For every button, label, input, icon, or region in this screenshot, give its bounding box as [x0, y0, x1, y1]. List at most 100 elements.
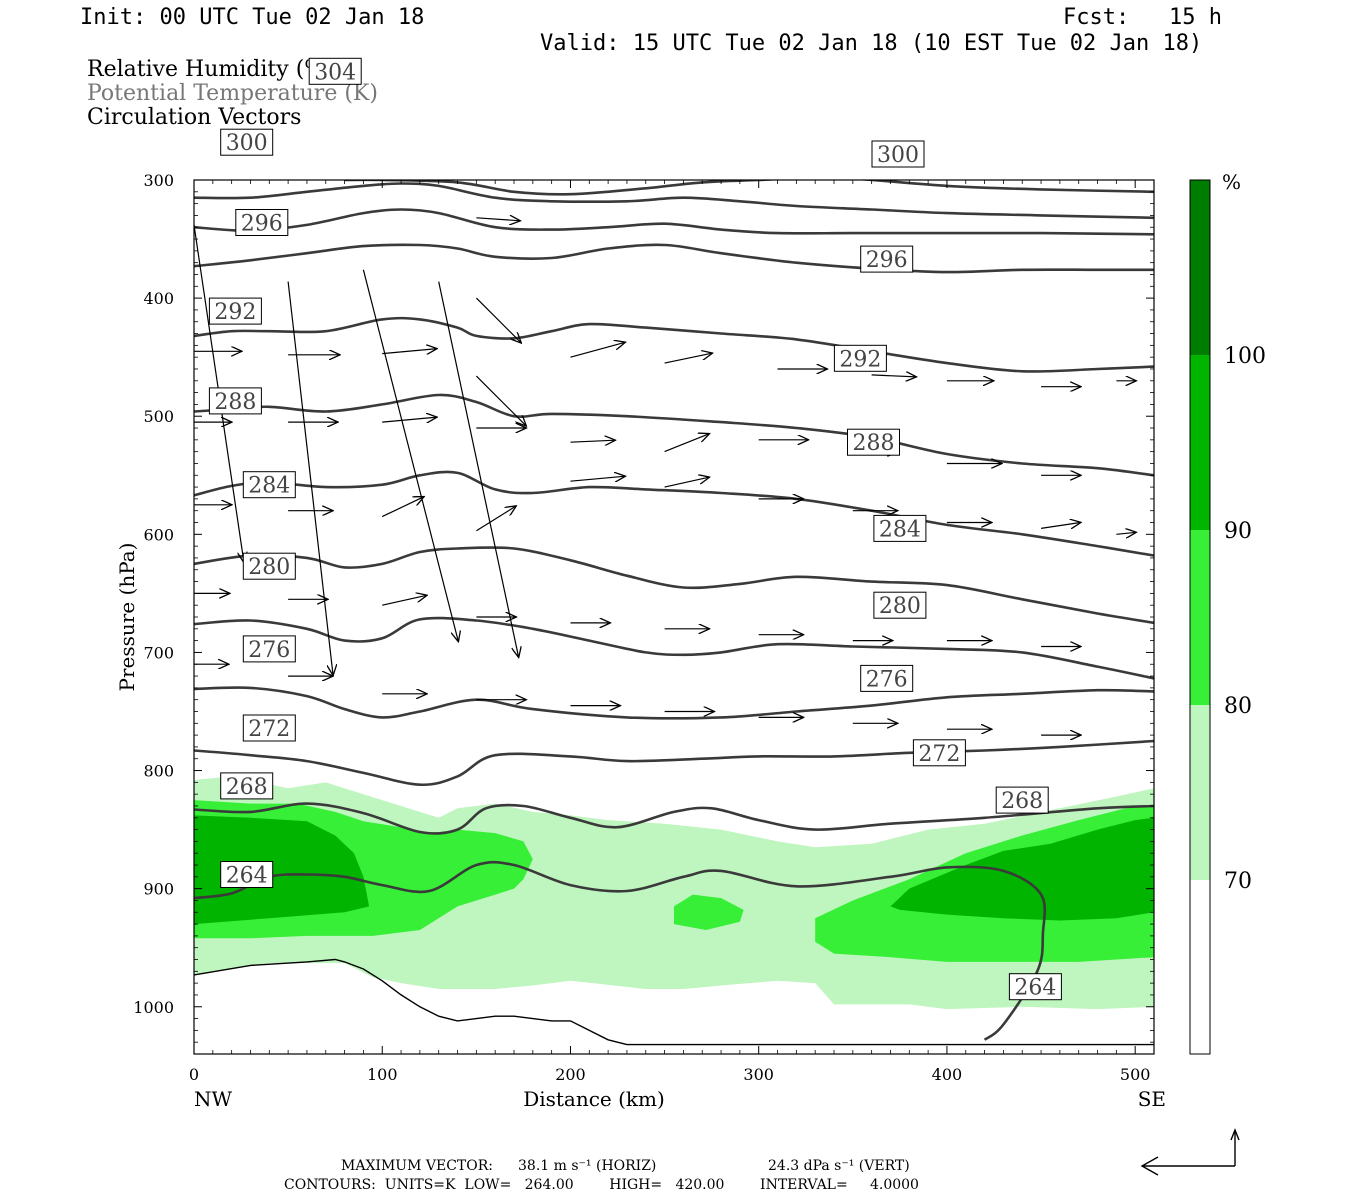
contour-label-box: [995, 786, 1049, 814]
theta-contour-284: [194, 546, 1154, 625]
contour-label: 276: [866, 667, 908, 692]
contour-label: 264: [1014, 976, 1056, 1001]
contour-label: 268: [1001, 789, 1043, 814]
axes: 300 400 500 600 700 800 900 1000 0 100 200 300 400 50…: [115, 171, 1166, 1111]
contour-label-box: [220, 128, 274, 156]
contour-label: 264: [226, 864, 268, 889]
legend-theta: Potential Temperature (K): [87, 81, 378, 106]
y-tick-label: 300: [143, 171, 174, 190]
colorbar-70: [1190, 705, 1210, 880]
contour-label: 268: [226, 775, 268, 800]
max-vector-vert: 24.3 dPa s⁻¹ (VERT): [768, 1158, 910, 1174]
circulation-vector: [570, 476, 626, 481]
x-tick-label: 300: [743, 1065, 774, 1084]
colorbar-unit: %: [1222, 170, 1241, 194]
theta-contour-264: [194, 860, 1047, 1041]
contour-label-box: [208, 387, 262, 415]
contour-label: 292: [214, 300, 256, 325]
init-time: Init: 00 UTC Tue 02 Jan 18: [80, 5, 425, 30]
circulation-vector: [1041, 522, 1081, 529]
x-tick-label: 200: [555, 1065, 586, 1084]
contour-label-box: [235, 209, 289, 236]
contour-label: 280: [879, 594, 921, 619]
colorbar-label-100: 100: [1224, 344, 1266, 369]
contour-label: 292: [839, 347, 881, 372]
theta-contour-288: [194, 470, 1154, 557]
colorbar-100: [1190, 180, 1210, 355]
theta-contour-296: [194, 316, 1154, 373]
y-tick-label: 600: [143, 525, 174, 544]
contour-label-box: [833, 344, 887, 372]
contour-label-box: [847, 428, 900, 456]
theta-contour-292: [194, 393, 1154, 477]
theta-contour-280: [194, 616, 1154, 680]
contour-label-box: [912, 739, 966, 767]
x-tick-label: 500: [1120, 1065, 1151, 1084]
colorbar-label-90: 90: [1224, 519, 1252, 544]
contour-label-box: [871, 140, 925, 168]
contours-info: CONTOURS: UNITS=K LOW= 264.00 HIGH= 420.…: [284, 1177, 919, 1193]
circulation-vector: [570, 342, 626, 358]
contour-label-box: [242, 714, 296, 742]
rh-90-region: [194, 815, 370, 925]
circulation-vector: [570, 440, 616, 442]
contour-label-box: [1008, 973, 1062, 1001]
contour-label-box: [220, 861, 274, 888]
circulation-vector: [382, 417, 437, 422]
contour-label-box: [860, 245, 914, 273]
reference-vector-icon: [1140, 1128, 1240, 1176]
colorbar-below-70: [1190, 880, 1210, 1054]
contour-label: 272: [918, 742, 960, 767]
circulation-vector: [438, 281, 519, 658]
theta-contour-unlabeled: [194, 182, 1154, 220]
circulation-vector: [476, 506, 516, 532]
contour-label: 300: [877, 143, 919, 168]
rh-80-region: [674, 894, 744, 930]
colorbar: % 100 90 80 70: [1189, 170, 1266, 1055]
circulation-vector: [664, 353, 713, 364]
circulation-vector: [382, 60, 412, 62]
y-tick-label: 700: [143, 643, 174, 662]
circulation-vector: [871, 375, 917, 377]
terrain-line: [194, 958, 1154, 1046]
valid-time: Valid: 15 UTC Tue 02 Jan 18 (10 EST Tue …: [540, 31, 1203, 56]
max-vector-horiz: 38.1 m s⁻¹ (HORIZ): [518, 1158, 657, 1174]
contour-label-box: [242, 552, 296, 580]
max-vector-label: MAXIMUM VECTOR:: [341, 1158, 493, 1174]
contour-label: 284: [879, 517, 921, 542]
contour-label-box: [208, 297, 262, 325]
endpoint-left-label: NW: [194, 1087, 233, 1111]
rh-90-region: [890, 817, 1154, 921]
y-tick-label: 500: [143, 407, 174, 426]
contour-label: 284: [248, 474, 290, 499]
y-tick-label: 1000: [133, 998, 174, 1017]
colorbar-label-80: 80: [1224, 694, 1252, 719]
circulation-vector: [664, 477, 710, 488]
theta-contour-304: [194, 208, 1154, 236]
circulation-vector: [475, 297, 521, 343]
circulation-vector: [287, 281, 333, 676]
contour-label: 276: [248, 638, 290, 663]
y-axis-title: Pressure (hPa): [115, 543, 139, 692]
colorbar-90: [1190, 355, 1210, 530]
contour-label-box: [873, 514, 927, 542]
circulation-vector: [382, 349, 437, 354]
contour-label: 296: [866, 248, 908, 273]
circulation-vector: [1116, 532, 1136, 534]
circulation-vector: [476, 218, 520, 221]
x-tick-label: 100: [367, 1065, 398, 1084]
contour-label-box: [220, 772, 274, 800]
colorbar-80: [1190, 530, 1210, 705]
circulation-vector: [476, 87, 521, 97]
forecast-hour: Fcst: 15 h: [1063, 5, 1222, 30]
circulation-vector: [664, 434, 710, 453]
contour-label: 304: [314, 60, 356, 85]
contour-label: 280: [248, 555, 290, 580]
y-tick-label: 800: [143, 762, 174, 781]
legend-rh: Relative Humidity (%): [87, 57, 334, 82]
x-tick-label: 400: [932, 1065, 963, 1084]
x-tick-label: 0: [189, 1065, 199, 1084]
legend-vectors: Circulation Vectors: [87, 105, 302, 130]
contour-label: 272: [248, 717, 290, 742]
